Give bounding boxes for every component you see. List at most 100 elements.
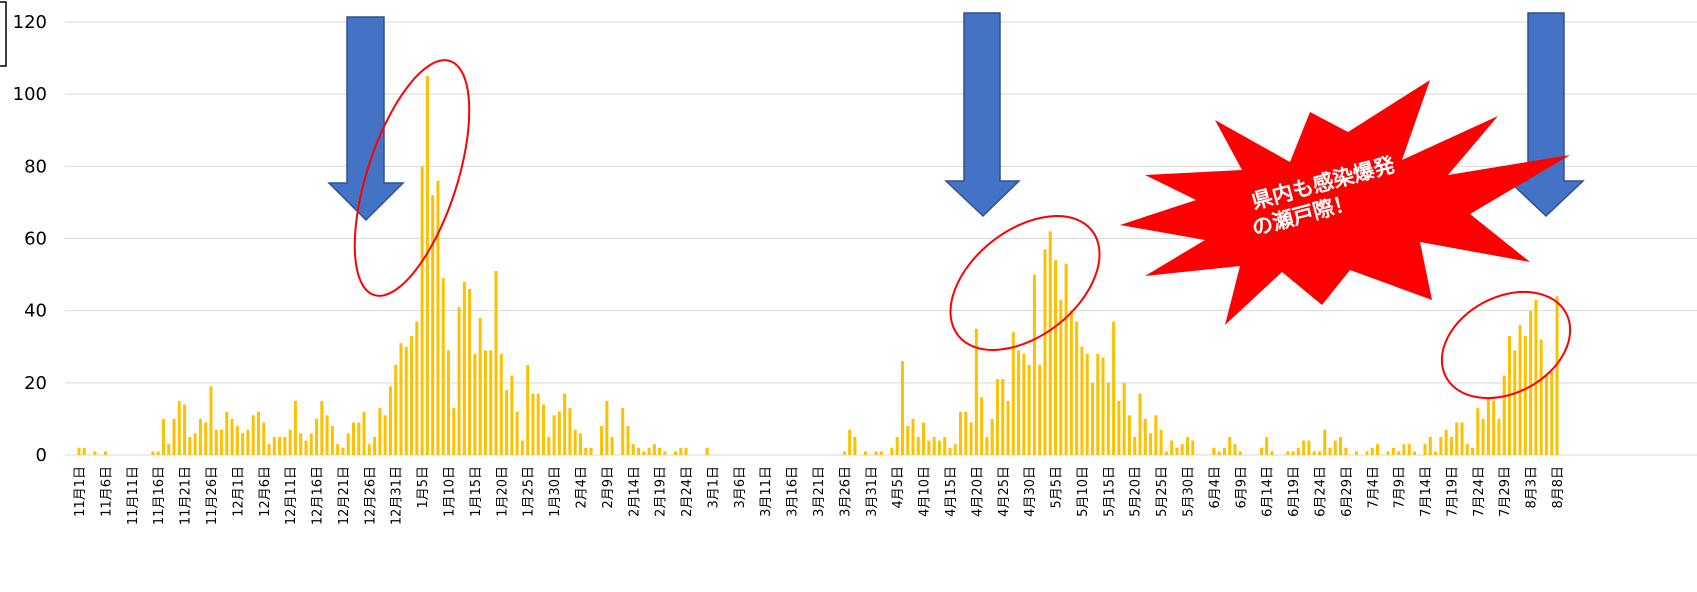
- bar: [510, 376, 513, 455]
- x-tick-label: 6月24日: [1313, 466, 1328, 517]
- bar: [1017, 350, 1020, 455]
- bar: [405, 347, 408, 455]
- bar: [347, 433, 350, 455]
- bar: [685, 448, 688, 455]
- bar: [1165, 451, 1168, 455]
- bar: [463, 282, 466, 455]
- bar: [1007, 401, 1010, 455]
- bar: [1001, 379, 1004, 455]
- x-tick-label: 6月4日: [1208, 466, 1223, 509]
- x-tick-label: 11月26日: [205, 466, 220, 525]
- bar: [252, 415, 255, 455]
- bar: [1286, 451, 1289, 455]
- x-tick-label: 1月30日: [548, 466, 563, 517]
- y-tick-label: 40: [24, 301, 47, 322]
- bar: [1096, 354, 1099, 455]
- bar: [853, 437, 856, 455]
- x-tick-label: 6月14日: [1261, 466, 1276, 517]
- bar: [1123, 383, 1126, 455]
- bar: [500, 354, 503, 455]
- bar: [1302, 441, 1305, 455]
- x-tick-label: 12月6日: [258, 466, 273, 517]
- bar: [294, 401, 297, 455]
- bar: [1307, 441, 1310, 455]
- bar: [505, 390, 508, 455]
- bar: [363, 412, 366, 455]
- bar: [341, 448, 344, 455]
- bar: [220, 430, 223, 455]
- bar: [1086, 354, 1089, 455]
- x-tick-label: 11月16日: [152, 466, 167, 525]
- bar: [964, 412, 967, 455]
- bar: [848, 430, 851, 455]
- bar: [167, 444, 170, 455]
- bar: [436, 181, 439, 455]
- bar: [1133, 437, 1136, 455]
- y-tick-label: 120: [13, 12, 47, 33]
- bar: [246, 430, 249, 455]
- bar: [315, 419, 318, 455]
- x-tick-label: 5月10日: [1076, 466, 1091, 517]
- x-tick-label: 5月25日: [1155, 466, 1170, 517]
- bar: [283, 437, 286, 455]
- x-tick-label: 11月6日: [99, 466, 114, 517]
- x-tick-label: 4月15日: [944, 466, 959, 517]
- bar: [991, 419, 994, 455]
- bar: [231, 419, 234, 455]
- bar: [178, 401, 181, 455]
- bar: [890, 448, 893, 455]
- bar: [1144, 419, 1147, 455]
- x-tick-label: 11月11日: [126, 466, 141, 525]
- bar: [1049, 231, 1052, 455]
- bar: [637, 448, 640, 455]
- bar: [199, 419, 202, 455]
- bar: [431, 195, 434, 455]
- x-tick-label: 5月30日: [1182, 466, 1197, 517]
- arrow: [329, 17, 403, 220]
- bar: [1460, 423, 1463, 455]
- bar: [1054, 260, 1057, 455]
- bar: [648, 448, 651, 455]
- bar: [1445, 430, 1448, 455]
- y-tick-label: 20: [24, 373, 47, 394]
- bar: [162, 419, 165, 455]
- bar: [336, 444, 339, 455]
- bar: [1439, 437, 1442, 455]
- x-tick-label: 1月15日: [469, 466, 484, 517]
- bar: [1365, 451, 1368, 455]
- bar: [864, 451, 867, 455]
- bar: [1065, 264, 1068, 455]
- bar: [1487, 397, 1490, 455]
- bar: [310, 433, 313, 455]
- bar: [1043, 249, 1046, 455]
- bar: [1313, 451, 1316, 455]
- bar: [1497, 419, 1500, 455]
- x-tick-label: 7月29日: [1498, 466, 1513, 517]
- bar: [215, 430, 218, 455]
- bar: [1513, 350, 1516, 455]
- bar: [516, 412, 519, 455]
- x-tick-label: 7月14日: [1419, 466, 1434, 517]
- bar: [352, 423, 355, 455]
- bar: [1434, 451, 1437, 455]
- bar: [1033, 275, 1036, 455]
- bar: [1239, 451, 1242, 455]
- bar: [204, 423, 207, 455]
- bar: [1492, 401, 1495, 455]
- bar: [331, 426, 334, 455]
- bar: [257, 412, 260, 455]
- x-tick-label: 12月11日: [284, 466, 299, 525]
- bar: [927, 441, 930, 455]
- bar: [384, 415, 387, 455]
- x-tick-label: 6月29日: [1340, 466, 1355, 517]
- bar: [653, 444, 656, 455]
- x-tick-label: 2月4日: [574, 466, 589, 509]
- x-tick-label: 4月30日: [1023, 466, 1038, 517]
- bar: [209, 386, 212, 455]
- bar: [531, 394, 534, 455]
- bar: [1102, 358, 1105, 455]
- y-tick-label: 60: [24, 229, 47, 250]
- x-tick-label: 2月14日: [627, 466, 642, 517]
- bar: [611, 437, 614, 455]
- bar: [320, 401, 323, 455]
